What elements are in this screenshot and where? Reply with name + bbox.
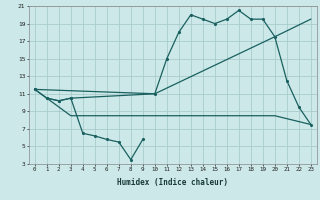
X-axis label: Humidex (Indice chaleur): Humidex (Indice chaleur) bbox=[117, 178, 228, 187]
